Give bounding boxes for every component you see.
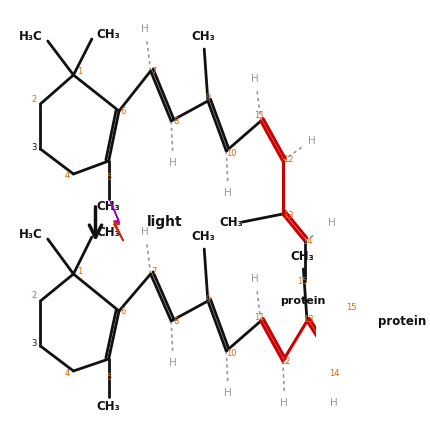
Text: 13: 13 [303, 314, 314, 323]
Text: CH₃: CH₃ [97, 227, 120, 239]
Text: 9: 9 [206, 93, 211, 102]
Text: 13: 13 [283, 211, 293, 221]
Text: 8: 8 [174, 118, 179, 127]
Text: 14: 14 [302, 238, 312, 247]
Text: H: H [224, 188, 232, 198]
Text: protein: protein [280, 296, 326, 306]
Text: 11: 11 [254, 314, 264, 323]
Text: H: H [141, 227, 149, 237]
Text: 12: 12 [280, 357, 290, 366]
Text: H₃C: H₃C [19, 229, 43, 242]
Text: 4: 4 [65, 369, 70, 378]
Text: 2: 2 [31, 291, 37, 300]
Text: H: H [251, 74, 259, 84]
Text: light: light [147, 215, 183, 229]
Text: 5: 5 [106, 172, 111, 181]
Text: 5: 5 [106, 372, 111, 381]
Text: 6: 6 [121, 106, 126, 115]
Text: 15: 15 [346, 303, 356, 312]
Text: 1: 1 [77, 266, 82, 275]
Text: H₃C: H₃C [19, 30, 43, 43]
Text: H: H [224, 388, 232, 398]
Text: 15: 15 [298, 278, 308, 287]
Text: 10: 10 [226, 348, 237, 357]
Text: 11: 11 [254, 112, 264, 121]
Text: CH₃: CH₃ [220, 215, 243, 229]
Text: H: H [251, 274, 259, 284]
Text: 2: 2 [31, 94, 37, 103]
Text: 3: 3 [31, 142, 37, 151]
Text: 1: 1 [77, 67, 82, 76]
Text: H: H [169, 358, 176, 368]
Text: protein: protein [378, 314, 427, 327]
Text: CH₃: CH₃ [97, 200, 120, 214]
Text: H: H [328, 218, 336, 228]
Text: H: H [141, 24, 149, 34]
Text: CH₃: CH₃ [291, 251, 314, 263]
Text: CH₃: CH₃ [97, 28, 120, 42]
Text: 7: 7 [152, 268, 157, 277]
Text: 6: 6 [121, 306, 126, 315]
Text: 14: 14 [329, 369, 340, 378]
Text: 10: 10 [226, 148, 237, 157]
Text: 8: 8 [174, 317, 179, 326]
Text: 4: 4 [65, 172, 70, 181]
Text: H: H [330, 398, 338, 408]
Text: CH₃: CH₃ [192, 230, 215, 244]
Text: H: H [280, 398, 288, 408]
Text: 3: 3 [31, 339, 37, 348]
Text: 7: 7 [152, 66, 157, 76]
Text: H: H [169, 158, 176, 168]
Text: H: H [308, 136, 316, 146]
Polygon shape [110, 201, 123, 241]
Text: CH₃: CH₃ [192, 30, 215, 42]
Text: CH₃: CH₃ [97, 399, 120, 413]
Text: 12: 12 [283, 154, 293, 163]
Text: 9: 9 [206, 294, 211, 303]
Polygon shape [114, 221, 123, 241]
